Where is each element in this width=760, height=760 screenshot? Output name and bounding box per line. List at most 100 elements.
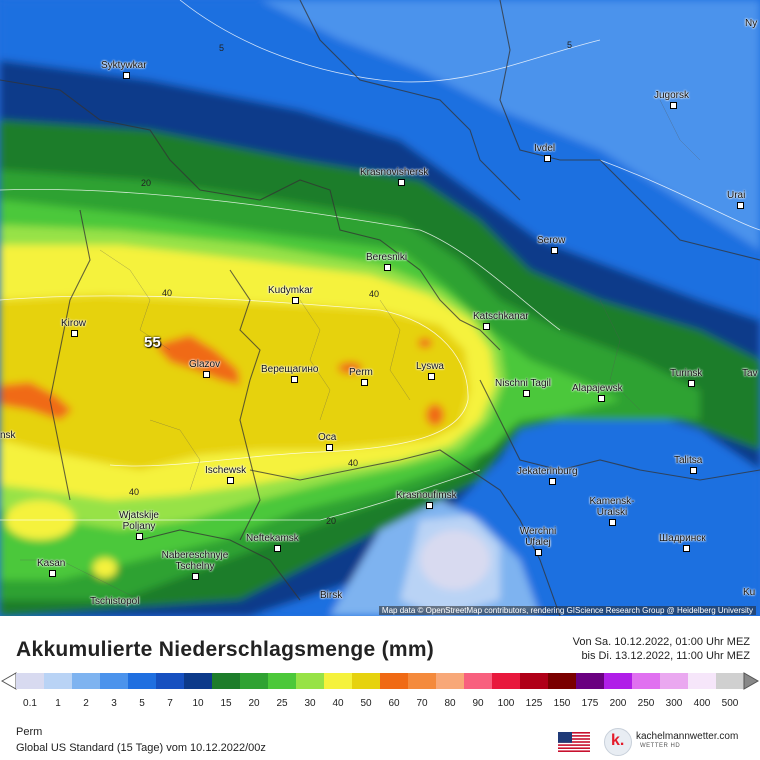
city-tschistopol[interactable]: Tschistopol [90, 596, 140, 607]
city-perm[interactable]: Perm [349, 367, 373, 389]
city-neftekamsk[interactable]: Neftekamsk [246, 533, 299, 555]
legend-tick-label: 200 [609, 698, 627, 709]
city-marker-icon [534, 549, 542, 556]
city-marker-icon [361, 379, 368, 386]
city-birsk[interactable]: Birsk [320, 590, 343, 601]
legend-swatch [436, 673, 464, 689]
city-marker-icon [49, 570, 56, 577]
legend-swatch [156, 673, 184, 689]
city-kudymkar[interactable]: Kudymkar [268, 285, 313, 307]
legend-tick-label: 80 [444, 698, 456, 709]
city-marker-icon [135, 533, 143, 540]
city-marker-icon [71, 330, 78, 337]
legend-swatch [548, 673, 576, 689]
precipitation-map[interactable]: Syktywkar Jugorsk Ivdel Krasnovishersk U… [0, 0, 760, 616]
period-from: Von Sa. 10.12.2022, 01:00 Uhr MEZ [572, 636, 750, 648]
peak-value-label: 55 [144, 334, 161, 351]
legend-swatch [520, 673, 548, 689]
city-marker-icon [549, 478, 556, 485]
city-oca[interactable]: Oca [318, 432, 336, 454]
legend-tick-label: 10 [192, 698, 204, 709]
city-nischni-tagil[interactable]: Nischni Tagil [495, 378, 551, 400]
city-partial-ny[interactable]: Ny [745, 18, 758, 29]
legend-swatch [296, 673, 324, 689]
city-talitsa[interactable]: Talitsa [674, 455, 702, 477]
city-serow[interactable]: Serow [537, 235, 565, 257]
legend-swatch [380, 673, 408, 689]
city-turinsk[interactable]: Turinsk [670, 368, 702, 390]
legend-swatch [716, 673, 744, 689]
city-marker-icon [291, 376, 298, 383]
city-marker-icon [326, 444, 333, 451]
city-shadrinsk[interactable]: Шадринск [659, 533, 706, 555]
legend-tick-label: 125 [525, 698, 543, 709]
contour-label: 40 [348, 458, 359, 468]
contour-label: 20 [326, 516, 337, 526]
city-partial-tav[interactable]: Tav [742, 368, 758, 379]
city-syktywkar[interactable]: Syktywkar [101, 60, 147, 82]
city-marker-icon [690, 467, 697, 474]
legend-tick-label: 30 [304, 698, 316, 709]
city-kamensk-uralski[interactable]: Kamensk-Uralski [587, 496, 637, 529]
us-flag-icon[interactable] [558, 732, 590, 752]
legend-swatch [324, 673, 352, 689]
city-beresniki[interactable]: Beresniki [366, 252, 407, 274]
legend-swatch [268, 673, 296, 689]
brand-name[interactable]: kachelmannwetter.com [636, 731, 739, 742]
city-marker-icon [398, 179, 405, 186]
city-urai[interactable]: Urai [727, 190, 745, 212]
city-partial-ku[interactable]: Ku [743, 587, 756, 598]
city-partial-nsk[interactable]: nsk [0, 430, 16, 441]
legend-swatch [464, 673, 492, 689]
legend-swatch [576, 673, 604, 689]
legend-swatch [408, 673, 436, 689]
city-kasan[interactable]: Kasan [37, 558, 65, 580]
legend-tick-label: 250 [637, 698, 655, 709]
city-lyswa[interactable]: Lyswa [416, 361, 444, 383]
city-krasnoufimsk[interactable]: Krasnoufimsk [396, 490, 457, 512]
city-katschkanar[interactable]: Katschkanar [473, 311, 529, 333]
city-marker-icon [544, 155, 551, 162]
legend-swatch [72, 673, 100, 689]
kachelmann-logo-icon[interactable]: k. [604, 728, 632, 756]
city-marker-icon [428, 373, 435, 380]
legend-swatch [660, 673, 688, 689]
legend-swatch [184, 673, 212, 689]
city-jugorsk[interactable]: Jugorsk [654, 90, 689, 112]
city-alapajewsk[interactable]: Alapajewsk [572, 383, 623, 405]
legend-swatch [212, 673, 240, 689]
city-marker-icon [688, 380, 695, 387]
city-kirow[interactable]: Kirow [61, 318, 86, 340]
legend-arrow-left [0, 672, 17, 690]
city-wjatskije-poljany[interactable]: Wjatskije Poljany [110, 510, 168, 543]
legend-swatch [688, 673, 716, 689]
color-scale-legend [0, 672, 760, 690]
legend-tick-label: 150 [553, 698, 571, 709]
legend-swatch [632, 673, 660, 689]
city-vereshchagino[interactable]: Верещагино [261, 364, 318, 386]
city-krasnovishersk[interactable]: Krasnovishersk [360, 167, 428, 189]
legend-tick-label: 400 [693, 698, 711, 709]
city-nabereschnyje-tschelny[interactable]: Naberesсhnyje Tschelny [153, 550, 237, 583]
city-ivdel[interactable]: Ivdel [534, 143, 555, 165]
city-marker-icon [683, 545, 690, 552]
contour-label: 5 [219, 43, 225, 53]
period-to: bis Di. 13.12.2022, 11:00 Uhr MEZ [581, 650, 750, 662]
legend-tick-label: 40 [332, 698, 344, 709]
city-jekaterinburg[interactable]: Jekaterinburg [517, 466, 578, 488]
city-ischewsk[interactable]: Ischewsk [205, 465, 246, 487]
city-werchni-ufalej[interactable]: Werchni Ufalej [516, 526, 560, 559]
legend-tick-label: 50 [360, 698, 372, 709]
city-marker-icon [670, 102, 677, 109]
legend-tick-label: 1 [55, 698, 61, 709]
legend-tick-label: 70 [416, 698, 428, 709]
contour-label: 40 [369, 289, 380, 299]
city-marker-icon [483, 323, 490, 330]
legend-tick-label: 7 [167, 698, 173, 709]
city-marker-icon [274, 545, 281, 552]
city-glazov[interactable]: Glazov [189, 359, 220, 381]
city-marker-icon [203, 371, 210, 378]
legend-tick-label: 60 [388, 698, 400, 709]
map-attribution: Map data © OpenStreetMap contributors, r… [378, 606, 756, 615]
chart-title: Akkumulierte Niederschlagsmenge (mm) [16, 638, 435, 661]
